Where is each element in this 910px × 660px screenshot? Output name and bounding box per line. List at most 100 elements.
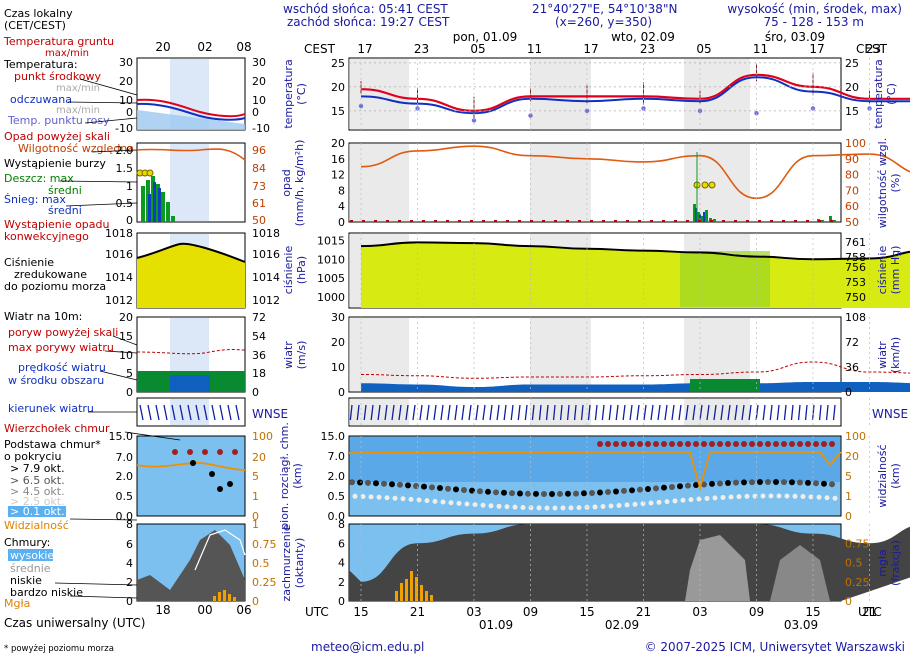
legend-snow-bar — [153, 182, 156, 222]
legend-wind-direction-arrow — [235, 404, 240, 421]
wind-axis-title-left-unit: (m/s) — [295, 341, 308, 370]
convective-mark — [554, 220, 557, 222]
day-top-label: śro, 03.09 — [765, 30, 825, 44]
cloudtop-point — [749, 441, 755, 447]
cloudtop-point — [765, 441, 771, 447]
email-link[interactable]: meteo@icm.edu.pl — [311, 640, 424, 654]
legend-cloudtop-point — [232, 449, 238, 455]
rain-bar — [821, 220, 824, 222]
rain-bar — [693, 204, 696, 222]
legend-wind-tick-right: 18 — [252, 367, 266, 380]
legend-pressure-line — [136, 242, 246, 263]
cloudbase-point — [429, 484, 435, 491]
cloudbase-point-low — [448, 500, 454, 506]
legend-connector — [69, 595, 138, 599]
cloudtop-point — [645, 441, 651, 447]
precip-axis-title-left: opad — [280, 169, 293, 196]
cloudbase-point-low — [432, 498, 438, 504]
legend-fog-bar — [213, 596, 216, 601]
legend-wind-direction-arrow — [163, 404, 168, 421]
wind-direction-arrow — [811, 404, 815, 421]
legend-connector — [104, 350, 138, 354]
legend-clouds-title: Chmury: — [4, 536, 50, 549]
convective-mark — [362, 220, 365, 222]
legend-wind-tick-left: 0 — [126, 386, 133, 399]
wind-direction-arrow — [720, 404, 724, 421]
cloudbase-point — [541, 490, 547, 497]
cloudbase-point — [637, 486, 643, 493]
legend-cloud-tick-left: 0 — [126, 595, 133, 608]
rain-bar — [713, 219, 716, 222]
legend-cloudtop-point — [217, 449, 223, 455]
cloudtop-point — [677, 441, 683, 447]
cloudbase-point-low — [456, 500, 462, 506]
cloudbase-point — [685, 482, 691, 489]
cloudbase-point-low — [424, 498, 430, 504]
cloudtop-point — [637, 441, 643, 447]
cloudtop-point — [621, 441, 627, 447]
cloudbase-point — [453, 486, 459, 493]
cloudbase-point-low — [392, 495, 398, 501]
copyright-text: © 2007-2025 ICM, Uniwersytet Warszawski — [645, 640, 905, 654]
convective-mark — [458, 220, 461, 222]
legend-cloudtop-point — [172, 449, 178, 455]
legend-vis-tick-right: 5 — [252, 470, 259, 483]
humidity-line — [360, 145, 910, 200]
wind-direction-arrow — [769, 404, 773, 421]
legend-feels: odczuwana — [10, 93, 72, 106]
fog-axis-title-right: mgła — [876, 549, 889, 577]
legend-cover-45: > 4.5 okt. — [10, 485, 65, 498]
legend-humidity-tick: 61 — [252, 197, 266, 210]
convective-mark — [674, 220, 677, 222]
legend-cloud-tick-left: 6 — [126, 538, 133, 551]
wind-direction-arrow — [398, 404, 402, 421]
temp-axis-title-right-unit: (°C) — [885, 83, 898, 105]
cloudtop-point — [717, 441, 723, 447]
wind-direction-arrow — [685, 404, 689, 421]
legend-precip-tick: 1.5 — [116, 162, 134, 175]
legend-pressure-area — [137, 243, 245, 308]
dewpoint-point — [528, 113, 533, 118]
convective-mark — [686, 220, 689, 222]
wind-direction-arrow — [461, 404, 465, 421]
fog-axis-title-right-unit: (frakcja) — [889, 540, 902, 586]
night-band — [349, 144, 409, 221]
cloudtop-point — [789, 441, 795, 447]
pressure-axis-title-left-unit: (hPa) — [295, 256, 308, 284]
legend-connector — [91, 149, 138, 153]
coords-text: 21°40'27"E, 54°10'38"N — [532, 2, 677, 16]
convective-mark — [614, 220, 617, 222]
legend-cb-tick-left: 0.5 — [116, 490, 134, 503]
local-time-line2: (CET/CEST) — [4, 19, 66, 32]
cloudbase-point-low — [384, 495, 390, 501]
cloudbase-tick-left: 0.5 — [328, 490, 346, 503]
wind-direction-arrow — [552, 404, 556, 421]
dewpoint-point — [358, 103, 364, 109]
legend-fog-bar — [233, 597, 236, 601]
day-top-label: wto, 02.09 — [611, 30, 675, 44]
legend-pressure: Ciśnienie — [4, 256, 54, 269]
legend-wind-tick-left: 10 — [119, 349, 133, 362]
cloudtop-point — [661, 441, 667, 447]
snow-bar — [695, 208, 697, 222]
cloudtop-point — [733, 441, 739, 447]
cloudtop-point — [781, 441, 787, 447]
wind-tick-right: 36 — [845, 361, 859, 374]
pressure-tick-right: 750 — [845, 291, 866, 304]
cloudbase-tick-left: 7.0 — [328, 450, 346, 463]
cloudbase-tick-left: 15.0 — [321, 430, 346, 443]
wind-direction-arrow — [629, 404, 633, 421]
wind-direction-arrow — [433, 404, 437, 421]
wind-tick-right: 72 — [845, 336, 859, 349]
legend-cloud-tick-left: 2 — [126, 576, 133, 589]
legend-wind-title: Wiatr na 10m: — [4, 310, 82, 323]
wind-direction-arrow — [573, 404, 577, 421]
cloudbase-point-low — [440, 499, 446, 505]
wind-direction-arrow — [503, 404, 507, 421]
legend-cloud-base: Podstawa chmur* — [4, 438, 101, 451]
cloudbase-point — [709, 480, 715, 487]
humidity-tick-right: 50 — [845, 216, 859, 229]
convective-mark — [818, 220, 821, 222]
cloudbase-point — [725, 480, 731, 487]
